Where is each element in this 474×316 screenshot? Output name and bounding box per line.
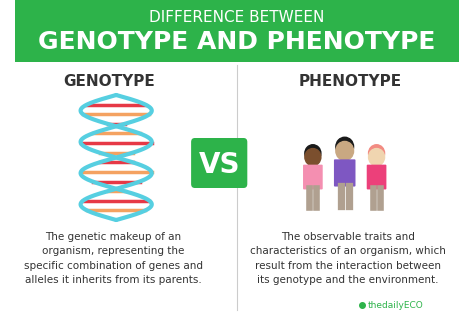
Text: The observable traits and
characteristics of an organism, which
result from the : The observable traits and characteristic… <box>250 232 446 285</box>
Circle shape <box>369 145 384 162</box>
Text: VS: VS <box>199 151 240 179</box>
Circle shape <box>305 149 321 166</box>
Text: thedailyECO: thedailyECO <box>368 301 424 309</box>
FancyBboxPatch shape <box>334 159 356 186</box>
Circle shape <box>305 145 321 162</box>
Circle shape <box>336 142 354 160</box>
FancyBboxPatch shape <box>15 0 459 62</box>
Text: DIFFERENCE BETWEEN: DIFFERENCE BETWEEN <box>149 10 325 26</box>
Circle shape <box>336 137 354 156</box>
Circle shape <box>369 149 384 166</box>
Text: GENOTYPE AND PHENOTYPE: GENOTYPE AND PHENOTYPE <box>38 30 436 54</box>
Text: PHENOTYPE: PHENOTYPE <box>299 75 402 89</box>
Text: GENOTYPE: GENOTYPE <box>63 75 155 89</box>
FancyBboxPatch shape <box>303 165 323 190</box>
Text: The genetic makeup of an
organism, representing the
specific combination of gene: The genetic makeup of an organism, repre… <box>24 232 203 285</box>
FancyBboxPatch shape <box>191 138 247 188</box>
FancyBboxPatch shape <box>367 165 386 190</box>
